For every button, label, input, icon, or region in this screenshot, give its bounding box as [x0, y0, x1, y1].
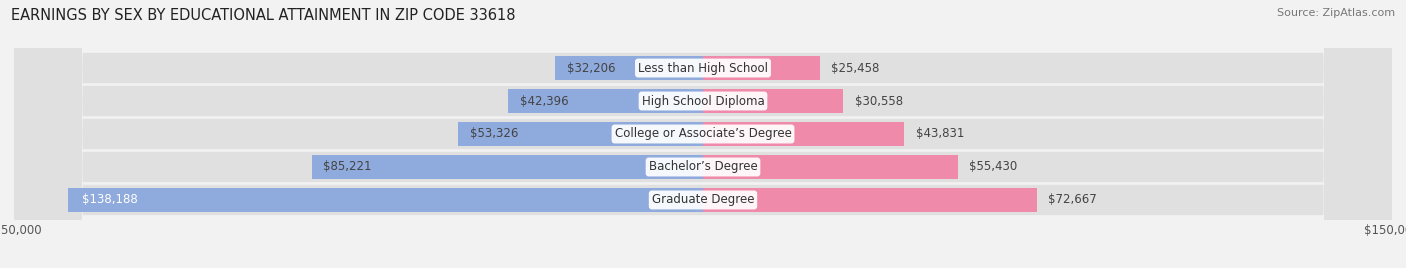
- Bar: [703, 89, 844, 113]
- Text: $85,221: $85,221: [323, 161, 371, 173]
- Text: High School Diploma: High School Diploma: [641, 95, 765, 107]
- Bar: [509, 89, 703, 113]
- Text: Bachelor’s Degree: Bachelor’s Degree: [648, 161, 758, 173]
- Text: $42,396: $42,396: [520, 95, 568, 107]
- FancyBboxPatch shape: [14, 0, 1392, 268]
- Bar: [312, 155, 703, 179]
- Text: Graduate Degree: Graduate Degree: [652, 193, 754, 206]
- Text: $55,430: $55,430: [969, 161, 1018, 173]
- FancyBboxPatch shape: [14, 0, 1392, 268]
- Text: EARNINGS BY SEX BY EDUCATIONAL ATTAINMENT IN ZIP CODE 33618: EARNINGS BY SEX BY EDUCATIONAL ATTAINMEN…: [11, 8, 516, 23]
- Text: $30,558: $30,558: [855, 95, 903, 107]
- FancyBboxPatch shape: [14, 0, 1392, 268]
- Text: $32,206: $32,206: [567, 62, 614, 75]
- FancyBboxPatch shape: [14, 0, 1392, 268]
- Text: $43,831: $43,831: [915, 128, 965, 140]
- Text: Source: ZipAtlas.com: Source: ZipAtlas.com: [1277, 8, 1395, 18]
- Text: Less than High School: Less than High School: [638, 62, 768, 75]
- Bar: [703, 122, 904, 146]
- Bar: [703, 188, 1036, 212]
- Bar: [69, 188, 703, 212]
- Bar: [703, 155, 957, 179]
- Text: $138,188: $138,188: [82, 193, 138, 206]
- Bar: [555, 56, 703, 80]
- Text: College or Associate’s Degree: College or Associate’s Degree: [614, 128, 792, 140]
- Bar: [703, 56, 820, 80]
- Text: $25,458: $25,458: [831, 62, 880, 75]
- Text: $72,667: $72,667: [1049, 193, 1097, 206]
- FancyBboxPatch shape: [14, 0, 1392, 268]
- Bar: [458, 122, 703, 146]
- Text: $53,326: $53,326: [470, 128, 517, 140]
